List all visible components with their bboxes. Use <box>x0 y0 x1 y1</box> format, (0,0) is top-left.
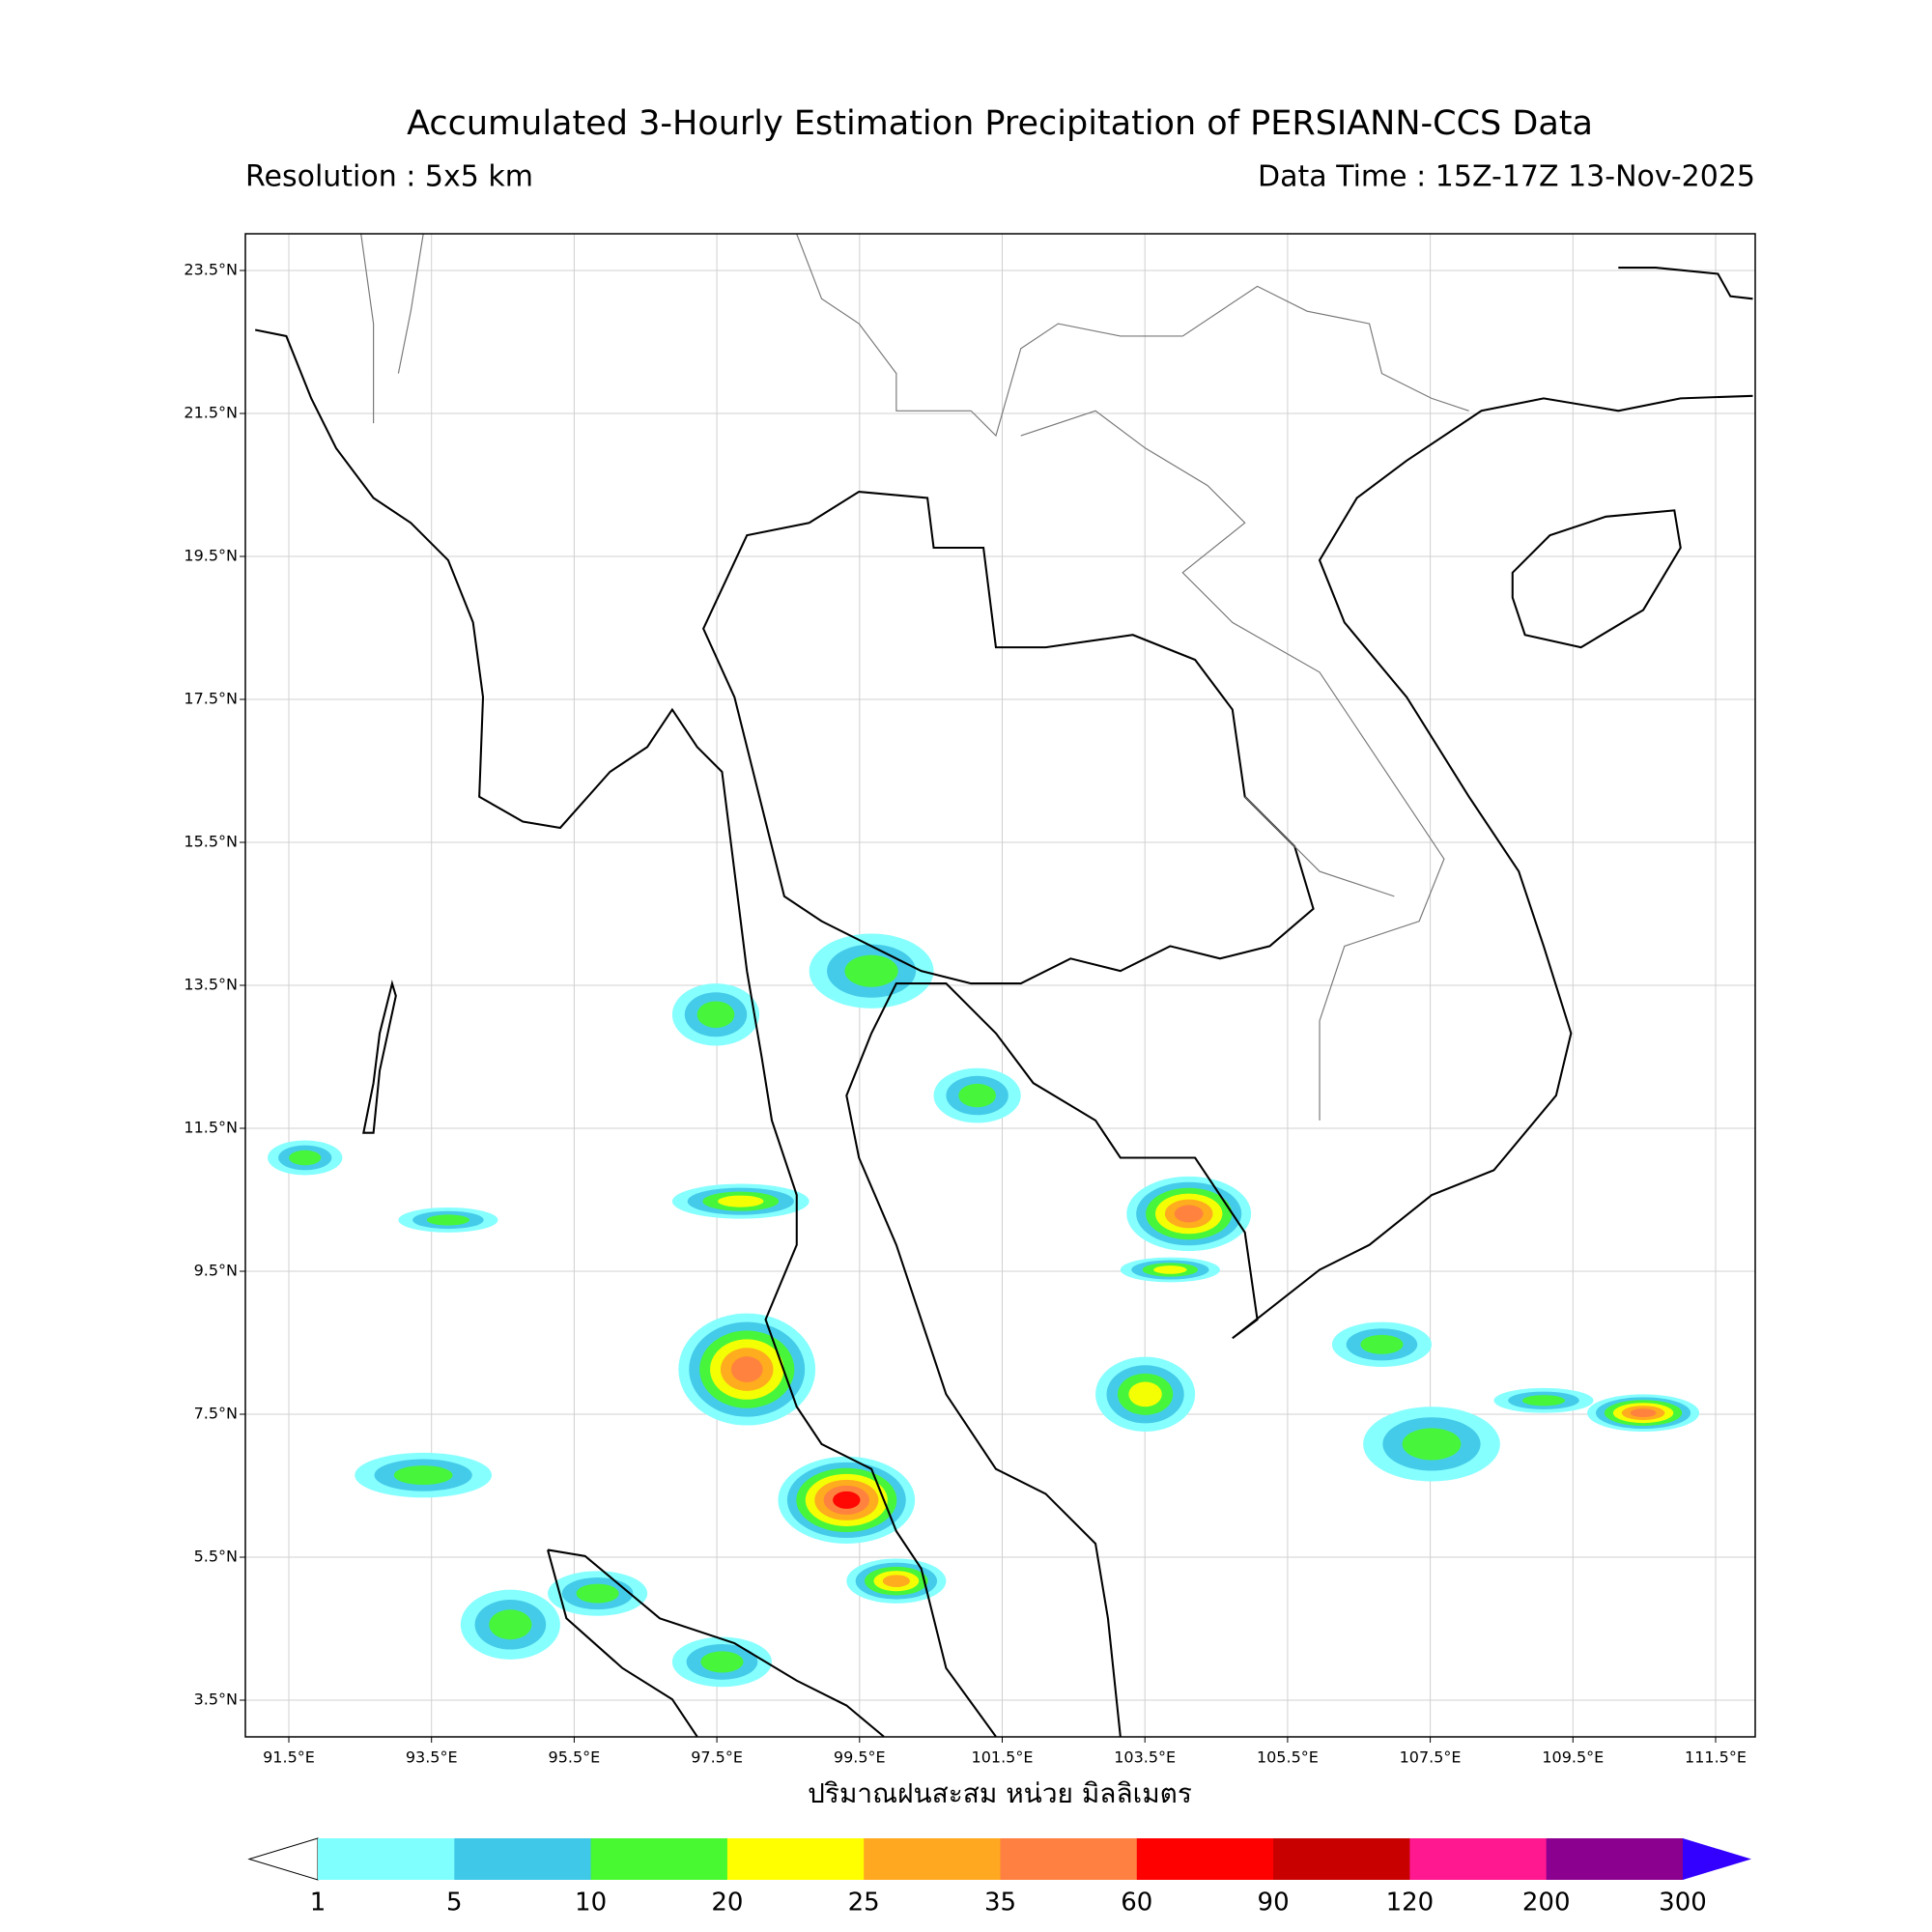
lat-tick-label: 19.5°N <box>184 547 238 565</box>
lon-tick-label: 99.5°E <box>834 1748 886 1767</box>
rain-area <box>730 1356 763 1382</box>
colorbar-segment <box>1546 1838 1684 1880</box>
lon-tick-label: 95.5°E <box>549 1748 601 1767</box>
lat-tick-label: 13.5°N <box>184 976 238 994</box>
rain-area <box>1630 1408 1657 1418</box>
colorbar-segment <box>1409 1838 1548 1880</box>
lat-tick-label: 5.5°N <box>194 1548 238 1566</box>
lon-tick-label: 103.5°E <box>1114 1748 1176 1767</box>
lon-tick-label: 101.5°E <box>972 1748 1034 1767</box>
rain-area <box>718 1195 764 1208</box>
rain-area <box>844 954 898 987</box>
title: Accumulated 3-Hourly Estimation Precipit… <box>407 104 1593 143</box>
andaman <box>362 980 397 1134</box>
colorbar-under <box>247 1837 319 1881</box>
lat-tick-label: 15.5°N <box>184 833 238 851</box>
rain-area <box>1174 1205 1204 1223</box>
map-lines <box>254 234 1753 1738</box>
colorbar-segment <box>454 1838 592 1880</box>
colorbar-segment <box>590 1838 728 1880</box>
colorbar-segment <box>1136 1838 1274 1880</box>
gulf-coast <box>845 394 1753 1737</box>
thai-border <box>701 490 1315 985</box>
hainan <box>1511 509 1682 649</box>
lon-tick-label: 91.5°E <box>263 1748 315 1767</box>
lon-tick-label: 97.5°E <box>691 1748 743 1767</box>
colorbar-over <box>1683 1838 1751 1880</box>
colorbar-segment <box>318 1838 455 1880</box>
rain-area <box>1360 1334 1404 1354</box>
lat-tick-label: 9.5°N <box>194 1262 238 1280</box>
lat-tick-label: 23.5°N <box>184 261 238 279</box>
colorbar: 1 5 10 20 25 35 60 90 120 200 300 <box>247 1837 1751 1918</box>
lat-tick-label: 3.5°N <box>194 1690 238 1709</box>
x-label: ปริมาณฝนสะสม หน่วย มิลลิเมตร <box>808 1777 1192 1809</box>
rain-area <box>426 1214 470 1226</box>
rain-area <box>576 1583 619 1604</box>
rain-area <box>489 1609 532 1640</box>
rain-area <box>393 1465 453 1486</box>
colorbar-label: 20 <box>711 1889 743 1918</box>
rain-area <box>882 1575 910 1587</box>
colorbar-label: 200 <box>1522 1889 1571 1918</box>
country-borders <box>360 234 1469 1121</box>
lon-tick-label: 107.5°E <box>1400 1748 1462 1767</box>
colorbar-segment <box>1000 1838 1138 1880</box>
south-china-coast <box>1618 267 1753 300</box>
colorbar-label: 35 <box>984 1889 1016 1918</box>
rain-area <box>958 1083 996 1108</box>
lat-tick-label: 7.5°N <box>194 1405 238 1423</box>
resolution: Resolution : 5x5 km <box>245 160 533 194</box>
lon-tick-label: 93.5°E <box>406 1748 458 1767</box>
map-frame <box>244 233 1756 1738</box>
colorbar-segment <box>864 1838 1001 1880</box>
rain-area <box>696 1001 735 1029</box>
colorbar-label: 90 <box>1258 1889 1290 1918</box>
rain-area <box>289 1150 322 1166</box>
colorbar-label: 60 <box>1121 1889 1152 1918</box>
colorbar-label: 300 <box>1659 1889 1707 1918</box>
grid: 91.5°E 93.5°E 95.5°E 97.5°E 99.5°E 101.5°E 103… <box>184 234 1755 1767</box>
data-time: Data Time : 15Z-17Z 13-Nov-2025 <box>1258 160 1755 194</box>
rain-area <box>833 1491 861 1509</box>
lon-tick-label: 109.5°E <box>1542 1748 1604 1767</box>
rain-area <box>700 1651 744 1673</box>
colorbar-segment <box>726 1838 865 1880</box>
rain-area <box>1153 1265 1187 1274</box>
lon-tick-label: 105.5°E <box>1257 1748 1319 1767</box>
lat-tick-label: 17.5°N <box>184 690 238 708</box>
rain-area <box>1521 1395 1566 1406</box>
rain-area <box>1128 1381 1162 1407</box>
sumatra <box>547 1548 885 1738</box>
lon-tick-label: 111.5°E <box>1685 1748 1747 1767</box>
colorbar-label: 5 <box>446 1889 463 1918</box>
lat-tick-label: 11.5°N <box>184 1119 238 1137</box>
mainland-coast <box>254 328 997 1738</box>
colorbar-label: 120 <box>1386 1889 1435 1918</box>
colorbar-label: 25 <box>848 1889 880 1918</box>
colorbar-label: 10 <box>575 1889 607 1918</box>
colorbar-segment <box>1273 1838 1410 1880</box>
lat-tick-label: 21.5°N <box>184 404 238 422</box>
rain-areas <box>268 933 1700 1688</box>
rain-area <box>1402 1428 1462 1461</box>
colorbar-label: 1 <box>310 1889 327 1918</box>
